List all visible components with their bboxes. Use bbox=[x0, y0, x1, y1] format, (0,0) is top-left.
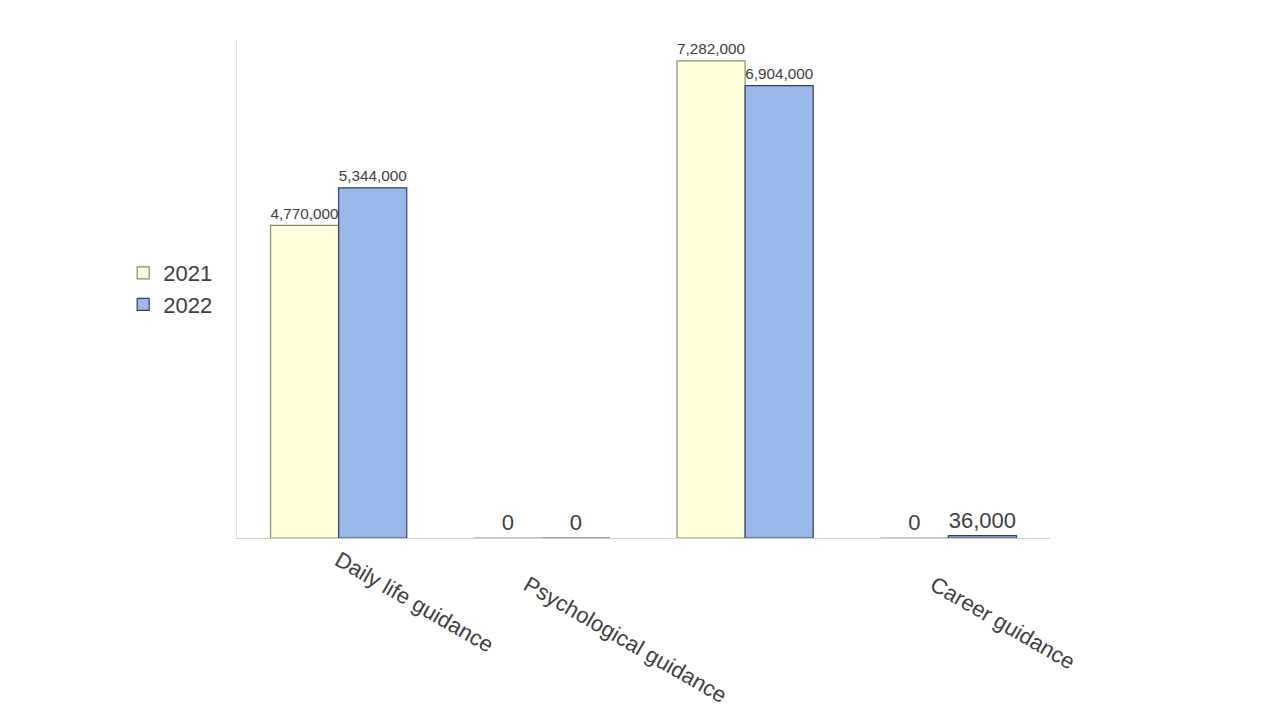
svg-text:2022: 2022 bbox=[163, 293, 212, 318]
svg-text:Career guidance: Career guidance bbox=[926, 571, 1079, 674]
svg-text:5,344,000: 5,344,000 bbox=[339, 167, 407, 184]
svg-text:36,000: 36,000 bbox=[949, 508, 1016, 533]
svg-text:Daily life guidance: Daily life guidance bbox=[331, 547, 498, 658]
svg-text:2021: 2021 bbox=[163, 261, 212, 286]
svg-text:6,904,000: 6,904,000 bbox=[745, 65, 813, 82]
svg-text:7,282,000: 7,282,000 bbox=[677, 40, 745, 57]
svg-text:Psychological guidance: Psychological guidance bbox=[520, 571, 732, 708]
svg-text:0: 0 bbox=[502, 510, 514, 535]
svg-text:0: 0 bbox=[908, 510, 920, 535]
svg-text:0: 0 bbox=[570, 510, 582, 535]
svg-text:4,770,000: 4,770,000 bbox=[271, 205, 339, 222]
